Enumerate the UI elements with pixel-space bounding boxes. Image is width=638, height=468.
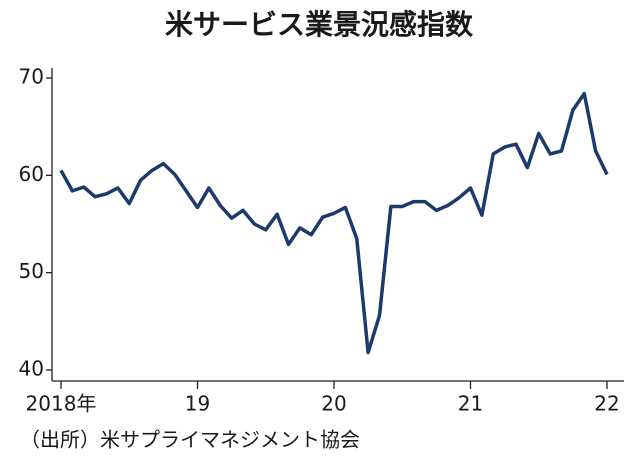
data-line — [59, 91, 609, 355]
source-note: （出所）米サプライマネジメント協会 — [20, 428, 360, 452]
y-tick-label: 70 — [19, 65, 44, 89]
x-tick-label: 2018年 — [26, 392, 97, 416]
y-tick-label: 60 — [19, 162, 44, 186]
x-tick-label: 19 — [185, 392, 210, 416]
x-tick-label: 20 — [321, 392, 346, 416]
chart-title: 米サービス業景況感指数 — [165, 8, 474, 41]
y-tick-label: 40 — [19, 357, 44, 381]
x-tick-label: 21 — [458, 392, 483, 416]
x-tick-label: 22 — [594, 392, 619, 416]
y-tick-label: 50 — [19, 259, 44, 283]
